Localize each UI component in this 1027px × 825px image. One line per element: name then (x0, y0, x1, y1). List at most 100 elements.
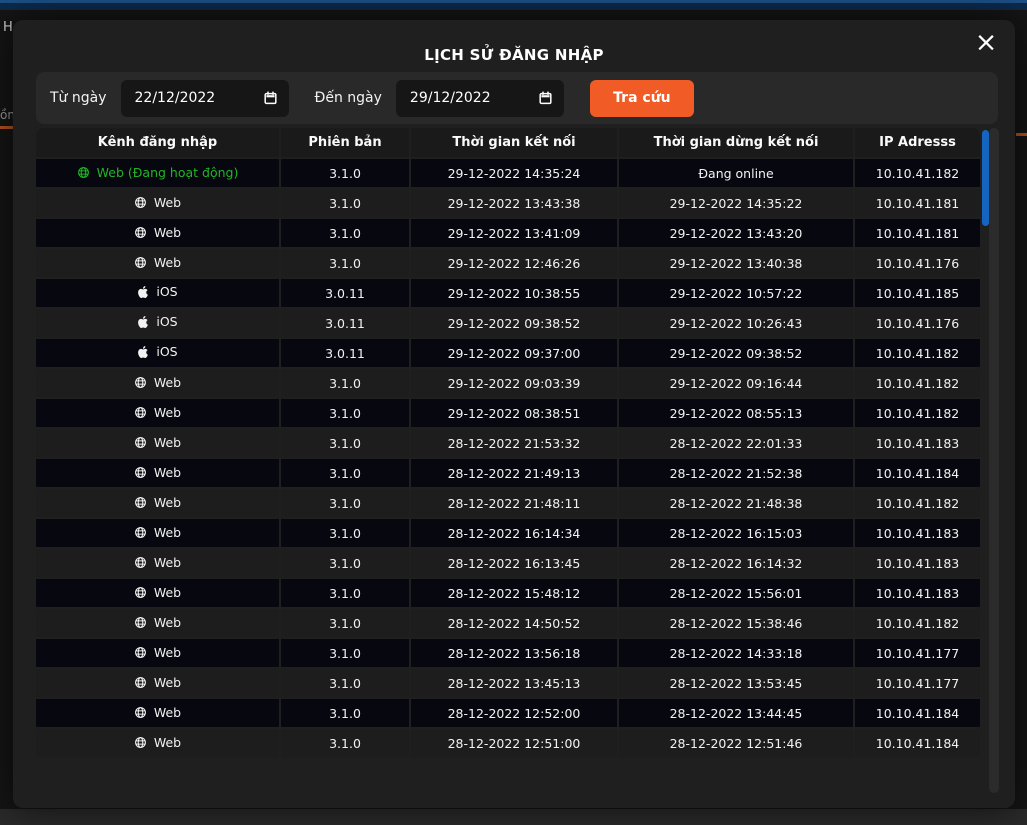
disconnect-time-cell: 28-12-2022 16:15:03 (619, 519, 855, 549)
scrollbar-track[interactable] (989, 128, 999, 793)
channel-cell: Web (36, 219, 281, 249)
channel-cell: Web (36, 369, 281, 399)
table-row: Web3.1.029-12-2022 12:46:2629-12-2022 13… (36, 249, 980, 279)
channel-label: Web (Đang hoạt động) (97, 165, 239, 180)
ip-cell: 10.10.41.183 (855, 579, 980, 609)
version-cell: 3.1.0 (281, 459, 411, 489)
column-header-connect-time: Thời gian kết nối (411, 128, 619, 159)
table-row: Web3.1.029-12-2022 09:03:3929-12-2022 09… (36, 369, 980, 399)
scrollbar-thumb[interactable] (982, 130, 989, 226)
channel-cell: Web (36, 729, 281, 759)
search-button[interactable]: Tra cứu (590, 80, 694, 117)
channel-label: Web (154, 225, 181, 240)
connect-time-cell: 29-12-2022 13:43:38 (411, 189, 619, 219)
version-cell: 3.1.0 (281, 519, 411, 549)
connect-time-cell: 29-12-2022 14:35:24 (411, 159, 619, 189)
calendar-icon[interactable] (263, 91, 278, 106)
connect-time-cell: 29-12-2022 09:38:52 (411, 309, 619, 339)
globe-icon (134, 736, 147, 749)
background-page-strip (0, 809, 1027, 825)
table-row: Web3.1.028-12-2022 12:51:0028-12-2022 12… (36, 729, 980, 759)
channel-label: Web (154, 555, 181, 570)
ip-cell: 10.10.41.185 (855, 279, 980, 309)
connect-time-cell: 29-12-2022 09:03:39 (411, 369, 619, 399)
channel-label: Web (154, 405, 181, 420)
channel-cell: Web (36, 639, 281, 669)
channel-label: iOS (156, 314, 177, 329)
version-cell: 3.0.11 (281, 309, 411, 339)
ip-cell: 10.10.41.181 (855, 189, 980, 219)
from-date-input[interactable]: 22/12/2022 (121, 80, 289, 117)
disconnect-time-cell: 28-12-2022 21:48:38 (619, 489, 855, 519)
screen: H ồn × LỊCH SỬ ĐĂNG NHẬP Từ ngày 22/12/2… (0, 0, 1027, 825)
connect-time-cell: 28-12-2022 13:56:18 (411, 639, 619, 669)
channel-label: Web (154, 195, 181, 210)
disconnect-time-cell: 28-12-2022 14:33:18 (619, 639, 855, 669)
channel-label: iOS (156, 344, 177, 359)
table-row: Web (Đang hoạt động)3.1.029-12-2022 14:3… (36, 159, 980, 189)
table-header-row: Kênh đăng nhập Phiên bản Thời gian kết n… (36, 128, 980, 159)
channel-cell: Web (36, 579, 281, 609)
ip-cell: 10.10.41.177 (855, 669, 980, 699)
disconnect-time-cell: 28-12-2022 16:14:32 (619, 549, 855, 579)
from-date-label: Từ ngày (50, 90, 107, 106)
table-row: Web3.1.028-12-2022 21:48:1128-12-2022 21… (36, 489, 980, 519)
channel-cell: Web (36, 429, 281, 459)
channel-cell: iOS (36, 339, 281, 369)
disconnect-time-cell: 29-12-2022 09:38:52 (619, 339, 855, 369)
connect-time-cell: 28-12-2022 16:14:34 (411, 519, 619, 549)
table-row: Web3.1.029-12-2022 13:43:3829-12-2022 14… (36, 189, 980, 219)
ip-cell: 10.10.41.183 (855, 549, 980, 579)
channel-label: Web (154, 525, 181, 540)
globe-icon (134, 376, 147, 389)
table-body: Web (Đang hoạt động)3.1.029-12-2022 14:3… (36, 159, 980, 759)
table-row: Web3.1.028-12-2022 21:53:3228-12-2022 22… (36, 429, 980, 459)
connect-time-cell: 28-12-2022 12:51:00 (411, 729, 619, 759)
ip-cell: 10.10.41.182 (855, 369, 980, 399)
table-row: Web3.1.028-12-2022 16:13:4528-12-2022 16… (36, 549, 980, 579)
ip-cell: 10.10.41.183 (855, 519, 980, 549)
version-cell: 3.1.0 (281, 579, 411, 609)
globe-icon (134, 196, 147, 209)
table-row: iOS3.0.1129-12-2022 09:37:0029-12-2022 0… (36, 339, 980, 369)
ip-cell: 10.10.41.182 (855, 609, 980, 639)
channel-cell: Web (36, 489, 281, 519)
globe-icon (134, 676, 147, 689)
background-topbar (0, 0, 1027, 10)
channel-cell: Web (Đang hoạt động) (36, 159, 281, 189)
ip-cell: 10.10.41.182 (855, 489, 980, 519)
globe-icon (134, 556, 147, 569)
background-text-fragment: H (3, 20, 13, 35)
disconnect-time-cell: 28-12-2022 13:44:45 (619, 699, 855, 729)
globe-icon (134, 466, 147, 479)
channel-cell: iOS (36, 279, 281, 309)
table-row: Web 3.1.029-12-2022 13:41:0929-12-2022 13… (36, 219, 980, 249)
channel-label: Web (154, 735, 181, 750)
connect-time-cell: 29-12-2022 13:41:09 (411, 219, 619, 249)
version-cell: 3.1.0 (281, 219, 411, 249)
disconnect-time-cell: 29-12-2022 09:16:44 (619, 369, 855, 399)
channel-label: Web (154, 645, 181, 660)
channel-label: Web (154, 615, 181, 630)
version-cell: 3.1.0 (281, 699, 411, 729)
column-header-disconnect-time: Thời gian dừng kết nối (619, 128, 855, 159)
login-history-modal: × LỊCH SỬ ĐĂNG NHẬP Từ ngày 22/12/2022 Đ… (13, 20, 1015, 808)
column-header-channel: Kênh đăng nhập (36, 128, 281, 159)
to-date-input[interactable]: 29/12/2022 (396, 80, 564, 117)
ip-cell: 10.10.41.182 (855, 339, 980, 369)
ip-cell: 10.10.41.182 (855, 159, 980, 189)
globe-icon (134, 226, 147, 239)
table-row: Web3.1.028-12-2022 13:56:1828-12-2022 14… (36, 639, 980, 669)
calendar-icon[interactable] (538, 91, 553, 106)
disconnect-time-cell: 28-12-2022 15:38:46 (619, 609, 855, 639)
disconnect-time-cell: 28-12-2022 21:52:38 (619, 459, 855, 489)
channel-label: Web (154, 585, 181, 600)
table-row: Web3.1.028-12-2022 15:48:1228-12-2022 15… (36, 579, 980, 609)
version-cell: 3.0.11 (281, 279, 411, 309)
ip-cell: 10.10.41.184 (855, 459, 980, 489)
version-cell: 3.1.0 (281, 399, 411, 429)
column-header-version: Phiên bản (281, 128, 411, 159)
apple-icon (137, 345, 149, 359)
disconnect-time-cell: 29-12-2022 13:43:20 (619, 219, 855, 249)
channel-label: Web (154, 705, 181, 720)
